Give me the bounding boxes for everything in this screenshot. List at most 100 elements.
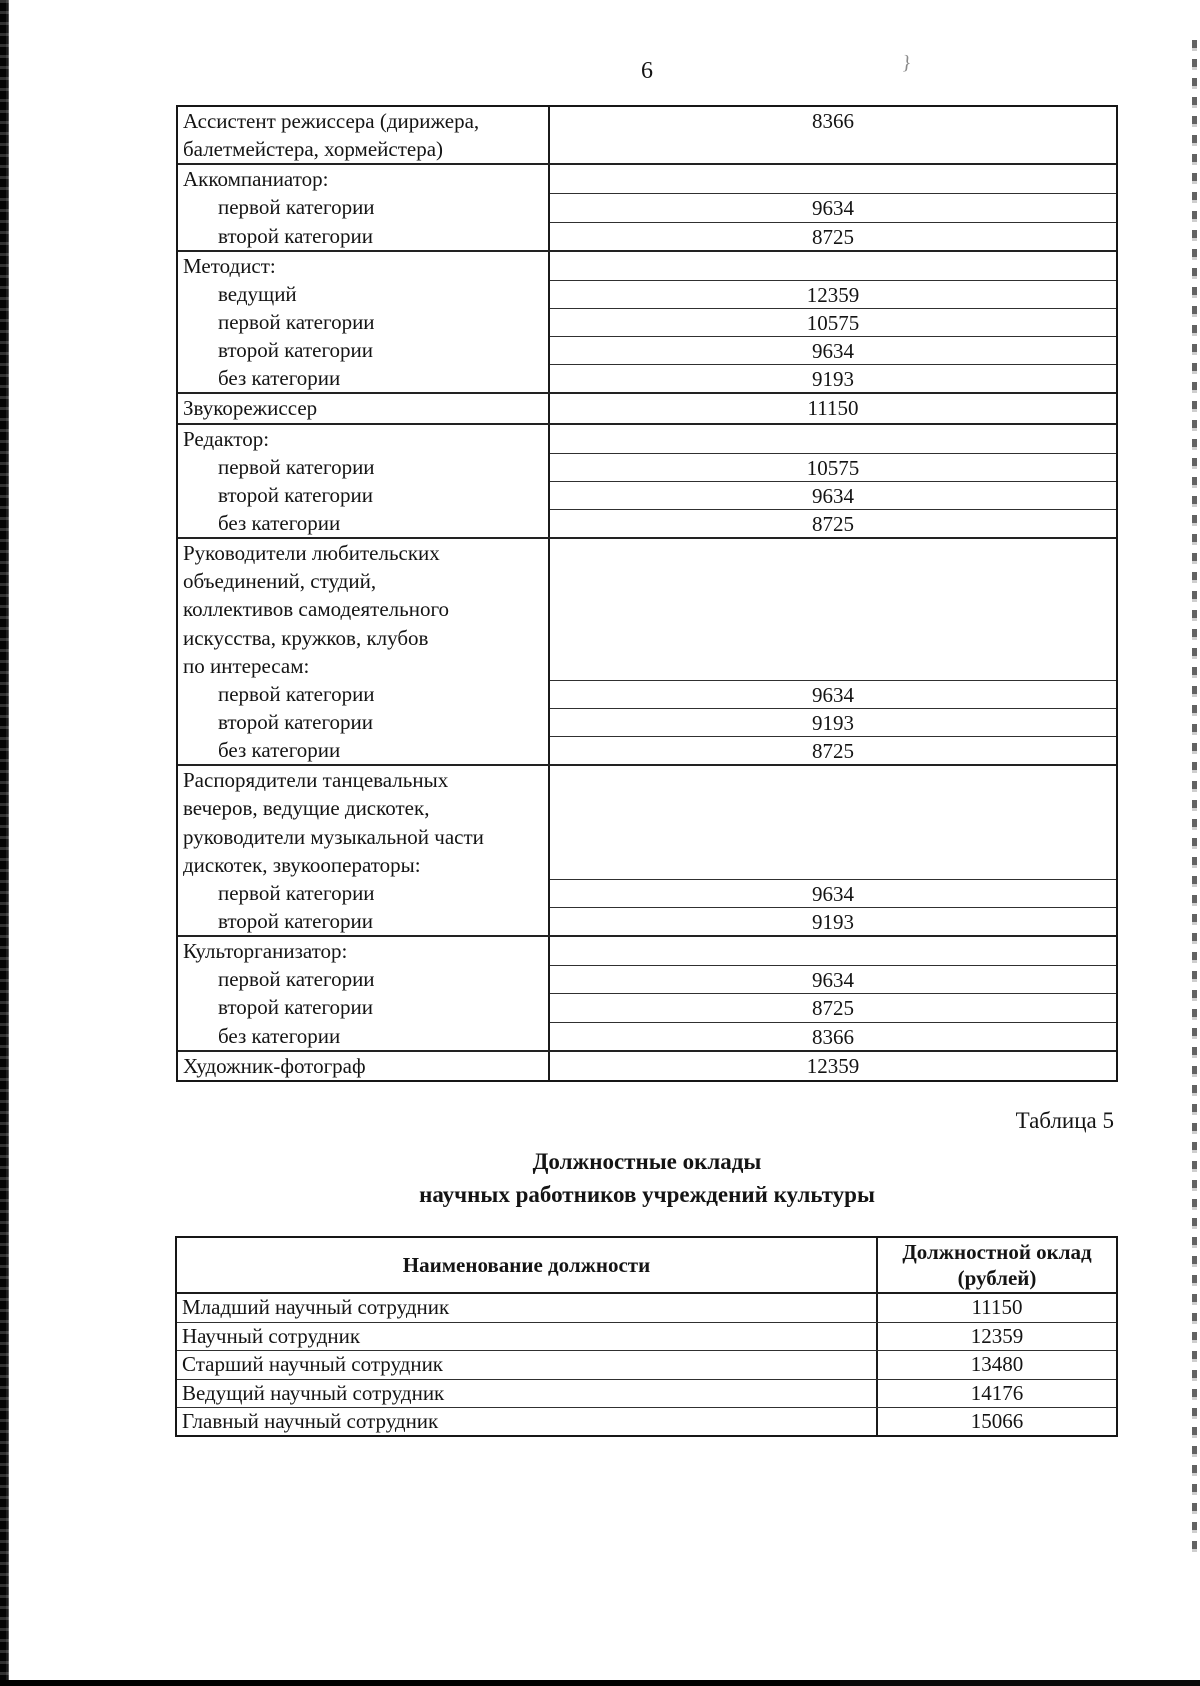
job-header-line: дискотек, звукооператоры: [183, 852, 421, 877]
salary-value-cell: 8725 [550, 221, 1116, 250]
section-title-line1: Должностные оклады [532, 1149, 762, 1174]
section-title: Должностные оклады научных работников уч… [146, 1145, 1148, 1211]
value-column: 9634 9193 8725 [550, 539, 1116, 764]
job-label-cell: Звукорежиссер [178, 394, 550, 423]
job-category-line: первой категории [218, 681, 375, 706]
job-header-line: Ассистент режиссера (дирижера, [183, 109, 480, 133]
salary-value-cell [550, 252, 1116, 280]
table-row-group: Ассистент режиссера (дирижера, балетмейст… [178, 107, 1116, 164]
job-header-line: объединений, студий, [183, 569, 377, 594]
job-category-line: первой категории [218, 967, 375, 992]
salary-value-cell: 12359 [970, 1324, 1024, 1349]
salary-value-cell [550, 165, 1116, 193]
table-row: Главный научный сотрудник 15066 [177, 1406, 1116, 1435]
job-label-cell: Культорганизатор: первой категории второй … [178, 937, 550, 1050]
job-label-cell: Художник-фотограф [178, 1051, 550, 1080]
salary-value-cell: 8366 [812, 109, 854, 133]
job-category-line: второй категории [218, 909, 374, 933]
value-column: 8366 [550, 107, 1116, 163]
job-header-line: Редактор: [183, 426, 270, 451]
job-label-cell: Руководители любительских объединений, ст… [178, 539, 550, 765]
job-header-line: Распорядители танцевальных [183, 768, 449, 793]
salary-value-cell: 10575 [550, 308, 1116, 336]
salary-value-cell [550, 937, 1116, 965]
job-category-line: без категории [218, 510, 341, 535]
job-label-cell: Ассистент режиссера (дирижера, балетмейст… [178, 107, 550, 164]
job-header-line: Руководители любительских [183, 541, 440, 566]
job-header-line: Художник-фотограф [183, 1053, 366, 1078]
left-scan-artifact [0, 0, 10, 1686]
position-label-cell: Ведущий научный сотрудник [177, 1379, 878, 1407]
job-header-line: по интересам: [183, 653, 310, 678]
section-title-line2: научных работников учреждений культуры [419, 1182, 875, 1207]
job-header-line: искусства, кружков, клубов [183, 625, 429, 650]
table-row: Научный сотрудник 12359 [177, 1322, 1116, 1351]
value-column: 11150 [550, 394, 1116, 422]
table-row-group: Звукорежиссер 11150 [178, 392, 1116, 423]
table-row: Ведущий научный сотрудник 14176 [177, 1378, 1116, 1407]
job-category-line: первой категории [218, 454, 375, 479]
salary-value-cell: 12359 [806, 1053, 860, 1078]
table-row: Старший научный сотрудник 13480 [177, 1350, 1116, 1379]
value-column: 10575 9634 8725 [550, 425, 1116, 538]
table-row: Младший научный сотрудник 11150 [177, 1294, 1116, 1323]
salary-value-cell: 11150 [807, 396, 859, 421]
position-label-cell: Старший научный сотрудник [177, 1351, 878, 1379]
right-scan-artifact [1192, 40, 1197, 1560]
position-label-cell: Младший научный сотрудник [177, 1294, 878, 1323]
page-number: 6 [641, 58, 653, 84]
salary-value-cell: 9634 [550, 193, 1116, 221]
job-label-cell: Распорядители танцевальных вечеров, ведущ… [178, 766, 550, 936]
salary-value-cell: 14176 [970, 1380, 1024, 1405]
salary-value-cell: 8725 [550, 508, 1116, 537]
salary-value-cell: 15066 [970, 1408, 1024, 1433]
value-column: 12359 [550, 1052, 1116, 1080]
salary-value-cell: 8725 [550, 993, 1116, 1021]
job-category-line: второй категории [218, 338, 374, 363]
table-row-group: Распорядители танцевальных вечеров, ведущ… [178, 764, 1116, 936]
table-row-group: Методист: ведущий первой категории второй к… [178, 249, 1116, 393]
job-header-line: вечеров, ведущие дискотек, [183, 796, 430, 821]
salary-value-cell: 10575 [550, 452, 1116, 481]
position-label-cell: Научный сотрудник [177, 1323, 878, 1351]
job-category-line: без категории [218, 1023, 341, 1048]
salary-value-cell: 8366 [550, 1021, 1116, 1050]
job-header-line: Методист: [183, 253, 276, 278]
salary-value-cell: 12359 [550, 279, 1116, 308]
job-header-line: руководители музыкальной части [183, 824, 484, 849]
salary-value-cell: 8725 [550, 736, 1116, 764]
job-header-line: Аккомпаниатор: [183, 167, 329, 192]
column-header-salary: Должностной оклад (рублей) [902, 1240, 1092, 1290]
job-category-line: без категории [218, 366, 341, 391]
salary-value-cell: 9193 [550, 364, 1116, 392]
value-column: 9634 9193 [550, 766, 1116, 935]
job-category-line: без категории [218, 738, 341, 763]
job-header-line: балетмейстера, хормейстера) [183, 137, 444, 162]
job-category-line: ведущий [218, 281, 297, 306]
job-header-line: коллективов самодеятельного [183, 597, 450, 622]
value-column: 9634 8725 [550, 165, 1116, 249]
column-header-position: Наименование должности [177, 1238, 878, 1292]
salary-value-cell: 9634 [550, 679, 1116, 708]
science-workers-salary-table: Наименование должности Должностной оклад… [175, 1236, 1118, 1437]
table-row-group: Руководители любительских объединений, ст… [178, 537, 1116, 765]
job-label-cell: Методист: ведущий первой категории второй к… [178, 251, 550, 393]
job-header-line: Культорганизатор: [183, 939, 348, 964]
table-row-group: Культорганизатор: первой категории второй … [178, 935, 1116, 1050]
value-column: 12359 10575 9634 9193 [550, 252, 1116, 393]
salary-value-cell: 13480 [970, 1352, 1024, 1377]
salary-value-cell [550, 425, 1116, 453]
salary-value-cell: 9193 [550, 708, 1116, 736]
table-caption: Таблица 5 [1015, 1108, 1114, 1133]
culture-workers-salary-table: Ассистент режиссера (дирижера, балетмейст… [176, 105, 1118, 1082]
salary-value-cell: 9634 [550, 480, 1116, 509]
job-category-line: второй категории [218, 223, 374, 248]
table-header-row: Наименование должности Должностной оклад… [177, 1238, 1116, 1294]
table-row-group: Редактор: первой категории второй категори… [178, 422, 1116, 538]
job-category-line: первой категории [218, 310, 375, 334]
position-label-cell: Главный научный сотрудник [177, 1407, 878, 1435]
salary-value-cell [550, 766, 1116, 879]
salary-value-cell: 9634 [550, 336, 1116, 364]
salary-value-cell [550, 539, 1116, 680]
